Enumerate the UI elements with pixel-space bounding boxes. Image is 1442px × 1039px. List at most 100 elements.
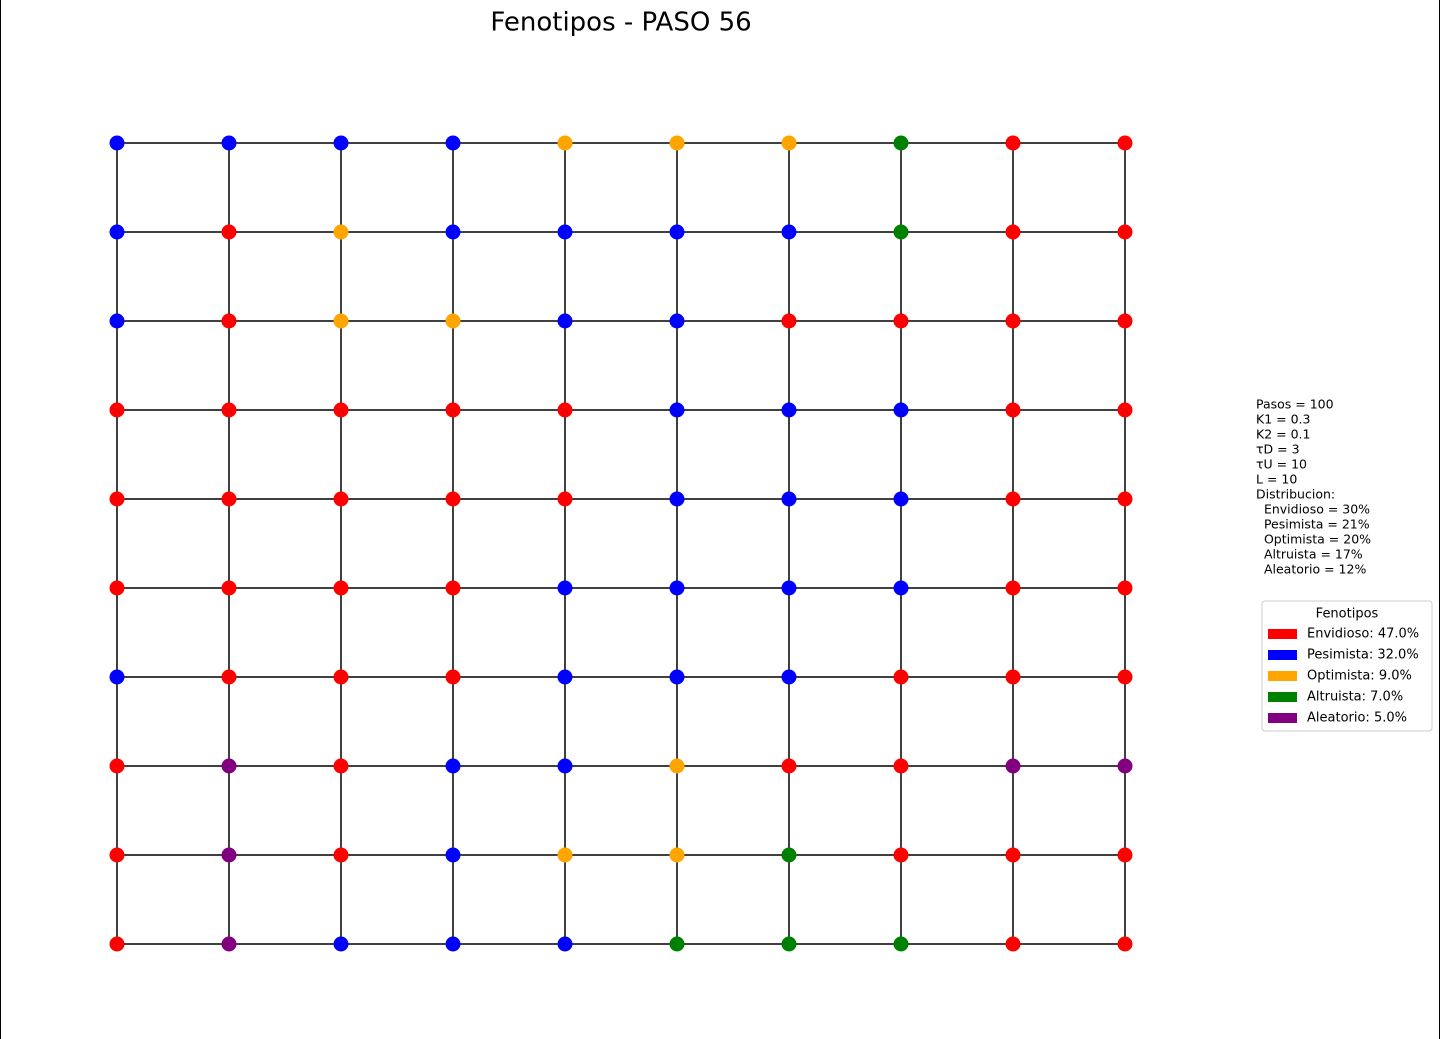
node [893, 847, 909, 863]
node [221, 402, 237, 418]
node [781, 847, 797, 863]
node [893, 491, 909, 507]
node [893, 224, 909, 240]
node [445, 669, 461, 685]
node [557, 847, 573, 863]
node [557, 313, 573, 329]
node [445, 313, 461, 329]
node [1117, 847, 1133, 863]
param-line: K1 = 0.3 [1256, 412, 1310, 427]
node [221, 936, 237, 952]
node [669, 402, 685, 418]
node [669, 135, 685, 151]
node [445, 936, 461, 952]
node [1117, 224, 1133, 240]
node [557, 580, 573, 596]
node [109, 491, 125, 507]
node [109, 224, 125, 240]
node [333, 313, 349, 329]
node [557, 758, 573, 774]
node [1005, 669, 1021, 685]
node [1005, 402, 1021, 418]
node [109, 313, 125, 329]
node [333, 402, 349, 418]
node [1117, 491, 1133, 507]
node [1117, 758, 1133, 774]
node [1117, 402, 1133, 418]
param-line: τD = 3 [1256, 442, 1300, 457]
node [221, 135, 237, 151]
node [557, 669, 573, 685]
node [1005, 491, 1021, 507]
node [221, 491, 237, 507]
node [669, 491, 685, 507]
legend-label: Optimista: 9.0% [1307, 669, 1412, 684]
legend-box [1261, 600, 1433, 732]
node [669, 313, 685, 329]
node [221, 224, 237, 240]
node [669, 758, 685, 774]
node [893, 936, 909, 952]
node [109, 936, 125, 952]
node [109, 669, 125, 685]
param-line: Pasos = 100 [1256, 397, 1334, 412]
legend-label: Altruista: 7.0% [1307, 690, 1403, 705]
node [221, 669, 237, 685]
param-line: K2 = 0.1 [1256, 427, 1310, 442]
legend-swatch [1268, 671, 1297, 681]
node [445, 491, 461, 507]
node [333, 580, 349, 596]
node [893, 758, 909, 774]
node [333, 224, 349, 240]
node [669, 580, 685, 596]
param-line: τU = 10 [1256, 457, 1307, 472]
node [221, 313, 237, 329]
node [557, 135, 573, 151]
legend-title: Fenotipos [1316, 607, 1379, 622]
node [557, 224, 573, 240]
node [1005, 758, 1021, 774]
param-line: L = 10 [1256, 472, 1297, 487]
node [781, 135, 797, 151]
param-line: Envidioso = 30% [1256, 502, 1370, 517]
param-line: Pesimista = 21% [1256, 517, 1370, 532]
node [781, 758, 797, 774]
node [781, 313, 797, 329]
node [893, 313, 909, 329]
node [669, 936, 685, 952]
node [445, 580, 461, 596]
node [893, 580, 909, 596]
node [781, 491, 797, 507]
node [893, 402, 909, 418]
param-line: Optimista = 20% [1256, 532, 1371, 547]
node [1005, 847, 1021, 863]
node [1117, 580, 1133, 596]
node [445, 402, 461, 418]
title: Fenotipos - PASO 56 [490, 8, 751, 38]
node [333, 847, 349, 863]
node [333, 669, 349, 685]
node [445, 847, 461, 863]
node [221, 580, 237, 596]
node [669, 847, 685, 863]
node [1005, 936, 1021, 952]
node [1005, 224, 1021, 240]
legend-swatch [1268, 629, 1297, 639]
node [109, 580, 125, 596]
node [109, 758, 125, 774]
legend-label: Pesimista: 32.0% [1307, 648, 1419, 663]
node [1117, 313, 1133, 329]
node [1005, 580, 1021, 596]
node [333, 936, 349, 952]
param-line: Altruista = 17% [1256, 547, 1363, 562]
node [669, 669, 685, 685]
node [333, 491, 349, 507]
node [781, 669, 797, 685]
node [1005, 313, 1021, 329]
node [445, 224, 461, 240]
node [781, 936, 797, 952]
node [445, 135, 461, 151]
node [893, 135, 909, 151]
